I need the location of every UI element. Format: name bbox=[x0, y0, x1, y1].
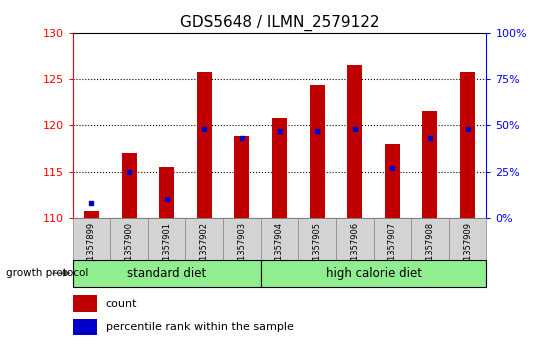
Bar bbox=[73, 295, 97, 311]
Bar bbox=[84, 211, 99, 218]
Text: GSM1357907: GSM1357907 bbox=[388, 222, 397, 278]
Bar bbox=[310, 85, 325, 218]
Bar bbox=[336, 218, 373, 260]
Text: GSM1357909: GSM1357909 bbox=[463, 222, 472, 278]
Text: standard diet: standard diet bbox=[127, 267, 206, 280]
Bar bbox=[373, 218, 411, 260]
Bar bbox=[223, 218, 260, 260]
Bar bbox=[411, 218, 449, 260]
Bar bbox=[110, 218, 148, 260]
Bar bbox=[299, 218, 336, 260]
Text: GSM1357902: GSM1357902 bbox=[200, 222, 209, 278]
Bar bbox=[347, 65, 362, 218]
Text: GSM1357906: GSM1357906 bbox=[350, 222, 359, 278]
Bar bbox=[73, 260, 260, 287]
Bar bbox=[159, 167, 174, 218]
Text: count: count bbox=[106, 299, 138, 309]
Text: GSM1357903: GSM1357903 bbox=[238, 222, 247, 278]
Bar bbox=[449, 218, 486, 260]
Bar bbox=[260, 218, 299, 260]
Bar bbox=[385, 144, 400, 218]
Bar bbox=[423, 111, 438, 218]
Bar bbox=[234, 136, 249, 218]
Text: GSM1357908: GSM1357908 bbox=[425, 222, 434, 278]
Bar bbox=[460, 72, 475, 218]
Bar bbox=[73, 218, 110, 260]
Bar bbox=[121, 153, 136, 218]
Text: growth protocol: growth protocol bbox=[6, 268, 88, 278]
Text: high calorie diet: high calorie diet bbox=[325, 267, 421, 280]
Bar bbox=[186, 218, 223, 260]
Text: percentile rank within the sample: percentile rank within the sample bbox=[106, 322, 293, 332]
Title: GDS5648 / ILMN_2579122: GDS5648 / ILMN_2579122 bbox=[180, 15, 379, 31]
Text: GSM1357899: GSM1357899 bbox=[87, 222, 96, 278]
Text: GSM1357901: GSM1357901 bbox=[162, 222, 171, 278]
Bar bbox=[197, 72, 212, 218]
Bar bbox=[73, 319, 97, 335]
Text: GSM1357904: GSM1357904 bbox=[275, 222, 284, 278]
Bar bbox=[260, 260, 486, 287]
Text: GSM1357900: GSM1357900 bbox=[125, 222, 134, 278]
Bar bbox=[148, 218, 186, 260]
Bar bbox=[272, 118, 287, 218]
Text: GSM1357905: GSM1357905 bbox=[312, 222, 321, 278]
